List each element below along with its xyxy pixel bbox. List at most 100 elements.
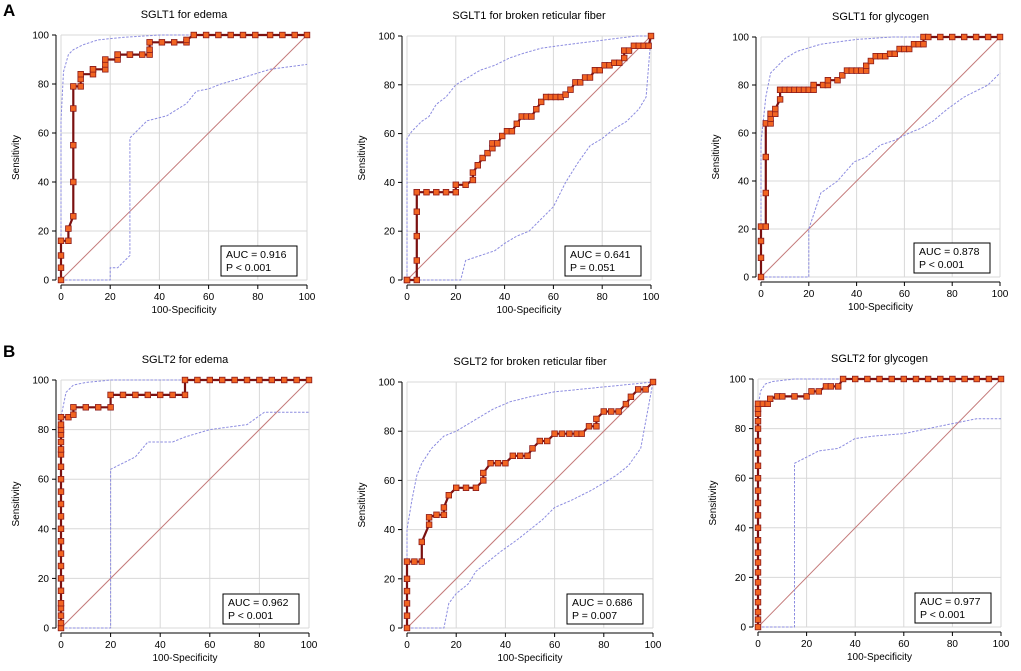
y-tick-label: 0	[43, 624, 49, 635]
roc-point	[452, 181, 459, 188]
roc-point	[616, 59, 623, 66]
roc-chart-6: SGLT2 for glycogen 0 20 40 60 80 100 0 20 40 60 80 1…	[708, 353, 1010, 663]
roc-point	[906, 45, 913, 53]
roc-point	[57, 550, 65, 557]
roc-point	[621, 54, 628, 62]
roc-point	[452, 484, 460, 491]
roc-point	[767, 395, 774, 402]
roc-point	[961, 375, 968, 383]
roc-chart-3: SGLT1 for glycogen 0 20 40 60 80 100 0 20 40 60 80 1…	[711, 11, 1009, 313]
roc-point	[566, 430, 573, 437]
roc-point	[627, 393, 635, 400]
roc-point	[77, 71, 84, 78]
ci-lower-line	[61, 63, 308, 281]
x-tick-label: 80	[947, 289, 959, 300]
roc-point	[95, 404, 102, 411]
chart-title: SGLT2 for edema	[142, 354, 229, 366]
p-value: P < 0.001	[920, 609, 965, 621]
x-tick-label: 0	[404, 640, 410, 651]
roc-point	[433, 188, 440, 196]
roc-point	[462, 484, 470, 491]
roc-markers	[754, 375, 1005, 631]
roc-point	[413, 276, 420, 284]
auc-annotation-box	[566, 593, 644, 625]
roc-point	[608, 408, 615, 415]
roc-point	[937, 33, 944, 41]
roc-point	[440, 511, 448, 518]
roc-point	[972, 33, 980, 41]
x-tick-label: 40	[850, 639, 862, 650]
y-tick-label: 100	[378, 378, 395, 389]
roc-point	[558, 430, 566, 437]
roc-point	[996, 33, 1004, 41]
roc-point	[82, 404, 89, 411]
roc-point	[578, 430, 585, 437]
roc-point	[403, 558, 411, 565]
x-tick-label: 60	[203, 292, 215, 303]
roc-chart-2: SGLT1 for broken reticular fiber 0 20 40 60 8…	[357, 10, 660, 316]
roc-point	[114, 51, 121, 58]
y-tick-label: 20	[384, 227, 396, 238]
roc-point	[57, 237, 65, 244]
auc-annotation-box	[564, 245, 642, 277]
y-tick-label: 100	[729, 375, 746, 386]
roc-point	[754, 450, 762, 457]
roc-point	[132, 391, 139, 399]
roc-point	[779, 393, 786, 400]
roc-point	[268, 376, 275, 384]
roc-point	[762, 223, 769, 230]
roc-point	[839, 72, 846, 79]
roc-point	[645, 42, 652, 49]
roc-point	[498, 132, 506, 140]
roc-point	[252, 31, 259, 39]
roc-point	[57, 475, 65, 483]
roc-point	[754, 537, 762, 544]
roc-point	[413, 188, 420, 196]
roc-point	[924, 375, 932, 383]
roc-point	[925, 33, 932, 41]
roc-point	[754, 487, 762, 494]
x-tick-label: 0	[58, 292, 64, 303]
y-tick-label: 80	[38, 80, 50, 91]
auc-annotation-box	[914, 592, 992, 624]
roc-point	[754, 599, 762, 606]
x-axis-label: 100-Specificity	[847, 652, 912, 663]
roc-point	[754, 524, 762, 531]
roc-point	[754, 512, 762, 519]
roc-point	[757, 237, 765, 245]
roc-point	[754, 608, 762, 616]
chart-title: SGLT2 for broken reticular fiber	[453, 356, 607, 368]
auc-annotation-box	[913, 242, 991, 274]
roc-point	[754, 417, 762, 425]
roc-point	[815, 388, 822, 395]
roc-point	[754, 499, 762, 507]
roc-point	[912, 375, 920, 383]
x-tick-label: 40	[154, 292, 166, 303]
roc-point	[867, 57, 875, 65]
roc-point	[754, 589, 762, 596]
roc-markers	[57, 376, 313, 632]
roc-point	[900, 375, 907, 383]
roc-point	[126, 51, 134, 58]
roc-point	[949, 33, 956, 41]
roc-point	[156, 391, 164, 399]
roc-point	[425, 521, 433, 528]
roc-point	[536, 437, 543, 445]
x-tick-label: 100	[643, 292, 660, 303]
x-tick-label: 60	[899, 289, 911, 300]
roc-point	[433, 511, 440, 518]
roc-point	[864, 375, 871, 383]
grid	[60, 34, 308, 281]
roc-point	[469, 176, 477, 184]
auc-value: AUC = 0.878	[919, 246, 980, 258]
roc-point	[194, 376, 201, 384]
x-axis-label: 100-Specificity	[497, 653, 562, 664]
x-tick-label: 60	[898, 639, 910, 650]
y-tick-label: 40	[738, 177, 750, 188]
reference-diagonal	[406, 35, 652, 281]
auc-value: AUC = 0.962	[228, 597, 289, 609]
y-tick-label: 20	[38, 227, 50, 238]
x-tick-label: 100	[301, 640, 318, 651]
auc-annotation-box	[220, 245, 298, 277]
roc-point	[469, 169, 477, 176]
